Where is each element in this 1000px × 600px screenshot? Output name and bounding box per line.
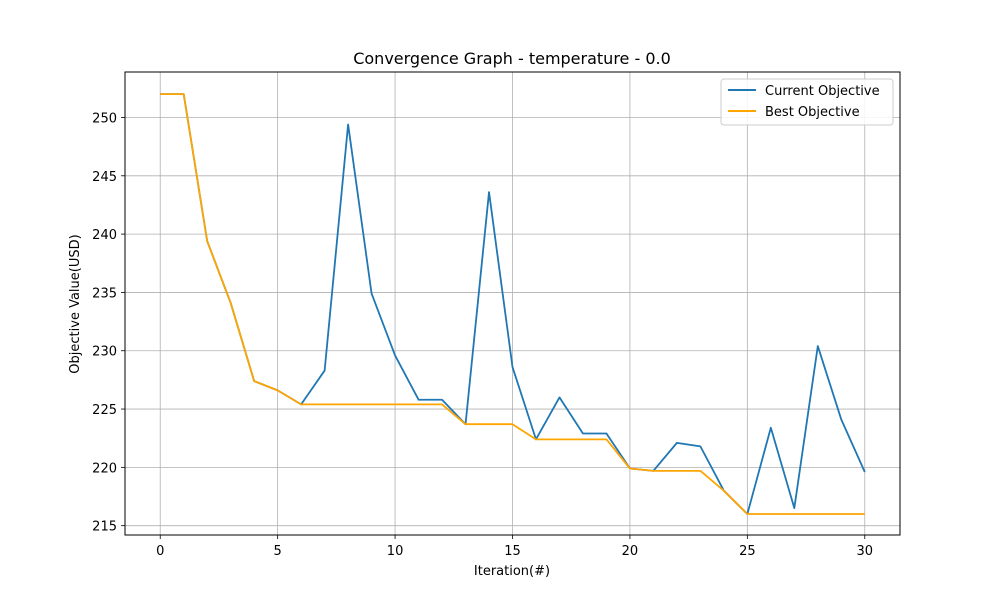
x-tick-label: 15 [504,544,521,559]
y-tick-label: 215 [92,520,117,535]
x-tick-label: 5 [274,544,282,559]
legend-label-current: Current Objective [765,84,880,99]
series-line-best-objective [160,93,865,515]
chart-title: Convergence Graph - temperature - 0.0 [353,49,671,68]
y-axis-label: Objective Value(USD) [68,234,83,373]
series-layer [160,93,866,515]
y-tick-label: 240 [92,228,117,243]
x-axis-ticks: 0 5 10 15 20 25 30 [156,535,873,559]
x-tick-label: 20 [622,544,639,559]
x-tick-label: 30 [856,544,873,559]
y-tick-label: 220 [92,461,117,476]
y-axis-ticks: 215 220 225 230 235 240 245 250 [92,111,125,535]
legend-label-best: Best Objective [765,105,860,120]
y-tick-label: 250 [92,111,117,126]
y-tick-label: 245 [92,170,117,185]
grid [125,72,900,535]
legend-box [720,78,894,126]
x-tick-label: 25 [739,544,756,559]
y-tick-label: 225 [92,403,117,418]
y-tick-label: 235 [92,286,117,301]
x-axis-label: Iteration(#) [474,564,550,579]
x-tick-label: 0 [156,544,164,559]
legend: Current Objective Best Objective [720,78,894,126]
x-tick-label: 10 [387,544,404,559]
y-tick-label: 230 [92,345,117,360]
